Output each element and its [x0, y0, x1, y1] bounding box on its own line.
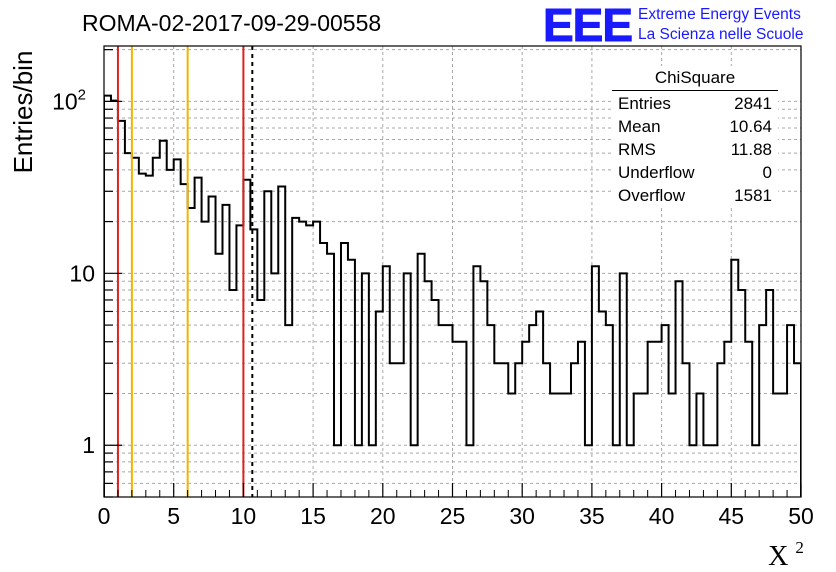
stats-value: 11.88 [730, 140, 772, 159]
reference-lines [116, 46, 254, 497]
x-tick-label: 30 [509, 503, 535, 529]
x-tick-label: 5 [167, 503, 180, 529]
stats-value: 10.64 [729, 117, 772, 136]
logo-line-1: Extreme Energy Events [638, 6, 801, 23]
histogram-step-line [104, 94, 801, 497]
axis-tick-labels: 0 5 10 15 20 25 30 35 40 45 50 1 10 102 [52, 86, 814, 529]
x-tick-label: 0 [98, 503, 111, 529]
y-axis-label: Entries/bin [8, 51, 38, 174]
stats-value: 2841 [734, 94, 772, 113]
x-tick-label: 40 [649, 503, 675, 529]
stats-key: RMS [618, 140, 656, 159]
stats-row-entries: Entries 2841 [618, 94, 772, 116]
x-tick-label: 15 [300, 503, 326, 529]
stats-title-rule [612, 90, 778, 91]
stats-value: 1581 [734, 186, 772, 205]
stats-title: ChiSquare [654, 68, 736, 87]
stats-row-underflow: Underflow 0 [618, 163, 772, 185]
y-tick-label: 102 [52, 86, 86, 114]
x-tick-label: 50 [788, 503, 814, 529]
x-tick-label: 20 [370, 503, 396, 529]
run-title: ROMA-02-2017-09-29-00558 [82, 10, 382, 36]
eee-logo-mark: EEE [542, 0, 633, 52]
x-tick-label: 35 [579, 503, 605, 529]
axis-ticks [103, 49, 802, 498]
stats-key: Mean [618, 117, 661, 136]
stats-row-mean: Mean 10.64 [618, 117, 772, 139]
eee-logo: EEE Extreme Energy Events La Scienza nel… [542, 0, 833, 52]
stats-row-rms: RMS 11.88 [618, 140, 772, 162]
x-tick-label: 10 [231, 503, 257, 529]
x-tick-label: 25 [440, 503, 466, 529]
stats-box: ChiSquare Entries 2841 Mean 10.64 RMS 11… [612, 66, 778, 208]
y-tick-label: 10 [69, 260, 95, 286]
x-tick-label: 45 [719, 503, 745, 529]
y-tick-label: 1 [82, 432, 95, 458]
stats-value: 0 [762, 163, 772, 182]
grid-lines [104, 46, 801, 498]
histogram-series [104, 94, 801, 497]
stats-key: Overflow [618, 186, 686, 205]
stats-key: Underflow [618, 163, 695, 182]
stats-row-overflow: Overflow 1581 [618, 186, 772, 208]
logo-line-2: La Scienza nelle Scuole [638, 26, 804, 43]
x-axis-label: X 2 [768, 538, 804, 572]
stats-key: Entries [618, 94, 671, 113]
